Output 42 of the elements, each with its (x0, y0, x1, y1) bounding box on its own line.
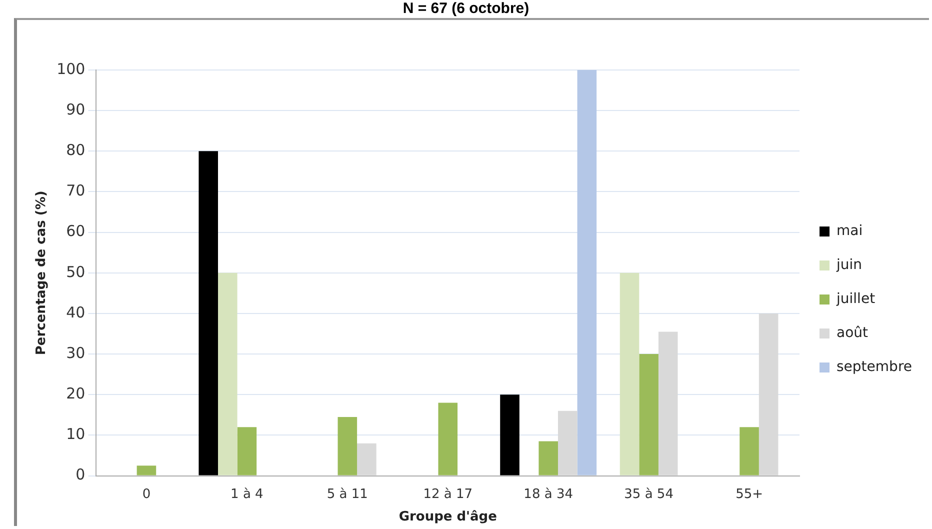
x-tick-label: 18 à 34 (524, 486, 574, 502)
y-tick-label: 80 (66, 141, 86, 160)
y-tick-label: 30 (66, 344, 86, 362)
chart-title: N = 67 (6 octobre) (402, 0, 530, 17)
legend-label: août (836, 325, 869, 342)
bar (237, 427, 257, 476)
bar (620, 272, 640, 476)
x-tick-label: 12 à 17 (423, 486, 473, 502)
bar (538, 441, 558, 476)
bar (558, 410, 578, 476)
bar (758, 313, 778, 476)
bar (639, 354, 658, 476)
y-tick-label: 50 (66, 262, 86, 281)
y-tick-label: 10 (66, 425, 86, 444)
bar (740, 427, 759, 476)
bar (577, 70, 597, 476)
y-tick-label: 40 (66, 303, 86, 322)
x-tick-label: 0 (142, 486, 151, 502)
legend-label: juillet (836, 291, 876, 308)
y-axis-title: Percentage de cas (%) (34, 190, 50, 356)
x-tick-label: 35 à 54 (624, 486, 674, 502)
y-tick-label: 70 (66, 182, 86, 200)
bar (658, 332, 678, 476)
y-tick-label: 90 (66, 100, 86, 118)
y-tick-label: 100 (56, 60, 86, 78)
bar (218, 272, 238, 476)
legend-label: juin (836, 257, 862, 274)
bar (500, 394, 520, 476)
bar (338, 416, 358, 476)
x-tick-label: 55+ (736, 486, 763, 502)
bar (198, 151, 218, 476)
y-tick-label: 20 (66, 384, 86, 403)
y-tick-label: 0 (76, 466, 86, 484)
y-tick-label: 60 (66, 222, 86, 240)
legend-label: septembre (836, 359, 912, 376)
x-tick-label: 1 à 4 (230, 486, 264, 502)
bar (357, 443, 376, 476)
legend-label: mai (836, 223, 863, 240)
bar (438, 402, 458, 476)
bar (136, 466, 156, 476)
x-axis-title: Groupe d'âge (398, 510, 498, 525)
x-tick-label: 5 à 11 (326, 486, 368, 502)
